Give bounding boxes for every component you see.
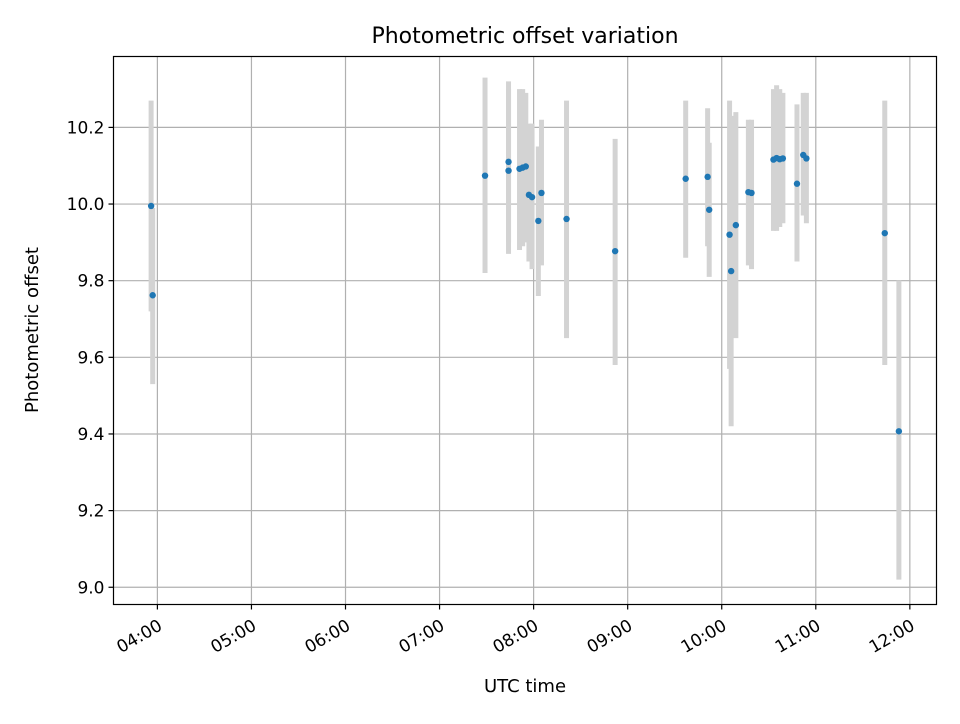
data-point [726, 231, 733, 238]
data-point [538, 189, 545, 197]
plot-frame [112, 55, 938, 606]
y-axis-label: Photometric offset [22, 247, 43, 413]
data-point [481, 172, 489, 179]
data-point [611, 247, 619, 255]
chart-title: Photometric offset variation [371, 24, 678, 49]
y-tick-label: 9.2 [77, 502, 104, 522]
data-point [505, 167, 512, 174]
y-tick-label: 9.8 [77, 272, 104, 292]
y-tick-label: 10.0 [67, 195, 105, 215]
data-point [705, 206, 713, 213]
data-point [881, 229, 888, 237]
data-point [147, 202, 155, 210]
data-point [727, 267, 735, 275]
data-point [895, 428, 903, 435]
data-point [528, 193, 536, 201]
y-tick-label: 9.0 [77, 578, 104, 598]
data-point [535, 217, 542, 225]
data-point [563, 215, 570, 223]
data-point [748, 189, 755, 197]
y-tick-label: 10.2 [67, 118, 105, 138]
data-point [505, 158, 512, 166]
y-tick-label: 9.4 [77, 425, 104, 445]
data-point [732, 221, 740, 229]
data-point [522, 163, 529, 170]
data-point [779, 155, 787, 162]
data-point [793, 180, 801, 187]
data-point [149, 292, 156, 299]
data-point [682, 175, 689, 182]
x-axis-label: UTC time [484, 676, 566, 697]
y-tick-label: 9.6 [77, 348, 104, 368]
data-point [803, 155, 810, 162]
data-point [704, 173, 711, 181]
